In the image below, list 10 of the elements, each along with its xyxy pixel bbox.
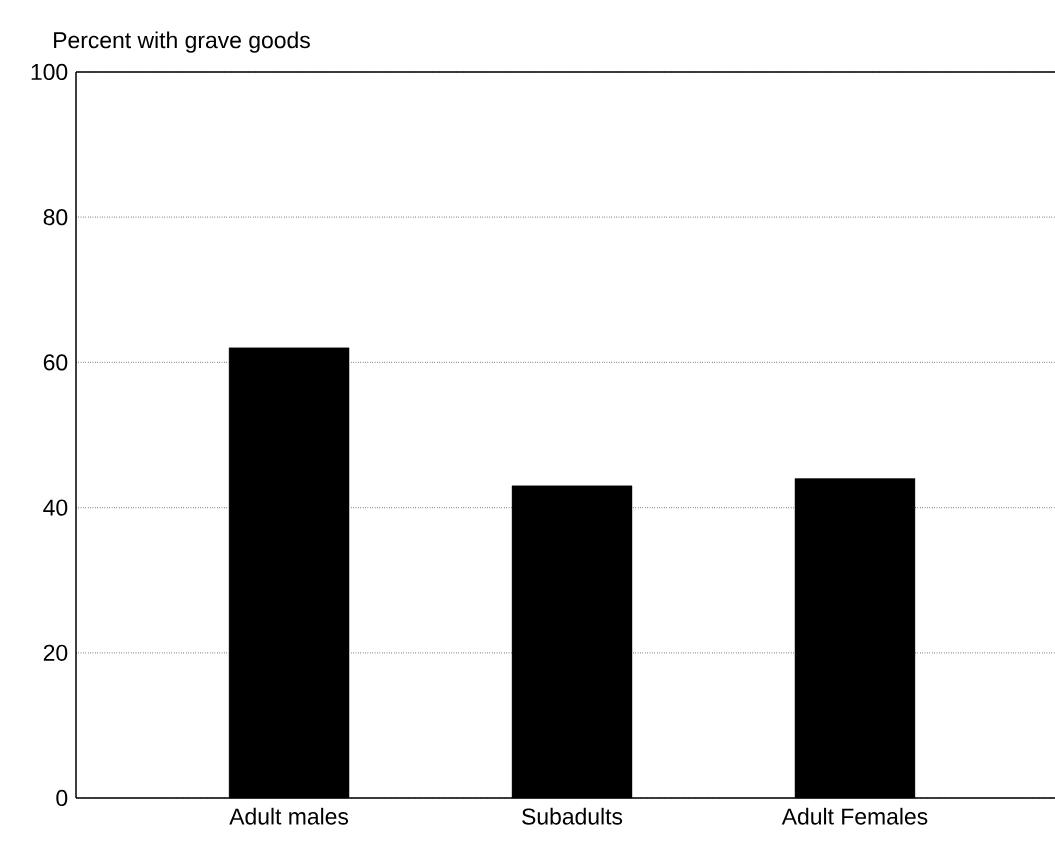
x-tick-label: Adult males: [229, 807, 349, 825]
y-tick-label: 100: [31, 63, 68, 81]
y-tick-label: 20: [43, 644, 68, 661]
x-tick-label: Subadults: [522, 807, 623, 825]
y-axis-title: Percent with grave goods: [54, 31, 310, 53]
y-tick-label: 80: [43, 209, 68, 226]
y-tick-label: 60: [43, 354, 68, 371]
x-tick-label: Adult Females: [781, 807, 928, 825]
y-tick-label: 40: [43, 499, 68, 516]
y-tick-label: 0: [56, 789, 68, 807]
